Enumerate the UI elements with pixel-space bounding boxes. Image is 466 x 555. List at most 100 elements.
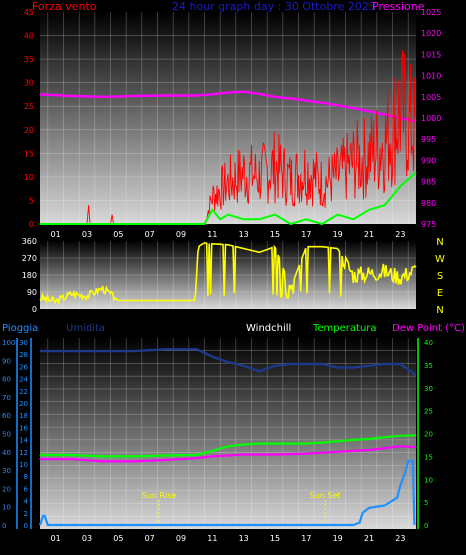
wind-tick-label: 45 bbox=[24, 8, 34, 17]
rain-tick-label: 0 bbox=[24, 522, 28, 530]
temperature-tick-label: 30 bbox=[424, 385, 433, 393]
bottom-x-tick-label: 03 bbox=[82, 534, 92, 543]
rain-tick-label: 6 bbox=[24, 485, 29, 493]
compass-label: N bbox=[436, 237, 443, 248]
wind-x-tick-label: 15 bbox=[270, 230, 280, 239]
humidity-tick-label: 80 bbox=[2, 376, 11, 384]
legend-item: Dew Point (°C) bbox=[392, 323, 465, 334]
compass-label: W bbox=[435, 254, 445, 265]
wind-x-tick-label: 05 bbox=[113, 230, 123, 239]
rain-tick-label: 4 bbox=[24, 498, 29, 506]
wind-tick-label: 20 bbox=[24, 126, 34, 135]
wind-right-axis: 1025 1020 1015 1010 1005 1000 995 990 985 980 975 bbox=[421, 8, 441, 229]
compass-label: E bbox=[437, 288, 443, 299]
bottom-x-tick-label: 21 bbox=[364, 534, 374, 543]
panel-rain-temp-plot bbox=[40, 338, 416, 529]
humidity-tick-label: 90 bbox=[2, 357, 11, 365]
dewpoint-series-line bbox=[40, 445, 417, 463]
wind-x-axis: 01 03 05 07 09 11 13 15 17 19 21 23 bbox=[51, 230, 406, 239]
humidity-tick-label: 100 bbox=[2, 339, 15, 347]
bottom-x-tick-label: 13 bbox=[239, 534, 249, 543]
humidity-tick-label: 40 bbox=[2, 449, 11, 457]
humidity-tick-label: 60 bbox=[2, 412, 11, 420]
wind-average-series-line bbox=[40, 171, 417, 226]
humidity-tick-label: 0 bbox=[2, 522, 6, 530]
rain-tick-label: 14 bbox=[19, 437, 28, 445]
legend-item: Windchill bbox=[246, 323, 291, 334]
direction-tick-label: 180 bbox=[22, 271, 37, 280]
rain-tick-label: 28 bbox=[19, 351, 28, 359]
rain-tick-label: 16 bbox=[19, 424, 28, 432]
left-title: Forza vento bbox=[32, 0, 97, 13]
temperature-tick-label: 25 bbox=[424, 408, 433, 416]
wind-x-tick-label: 03 bbox=[82, 230, 92, 239]
rain-tick-label: 30 bbox=[19, 339, 28, 347]
humidity-series-line bbox=[40, 348, 417, 376]
sun-marker-label: Sun Set bbox=[310, 491, 341, 500]
wind-tick-label: 10 bbox=[24, 173, 34, 182]
wind-x-tick-label: 21 bbox=[364, 230, 374, 239]
pressure-tick-label: 1000 bbox=[421, 114, 441, 123]
sun-marker-label: Sun Rise bbox=[142, 491, 177, 500]
wind-tick-label: 15 bbox=[24, 149, 34, 158]
rain-tick-label: 20 bbox=[19, 400, 28, 408]
right-title: Pressione bbox=[372, 0, 425, 13]
rain-tick-label: 2 bbox=[24, 510, 28, 518]
pressure-tick-label: 985 bbox=[421, 178, 436, 187]
temperature-tick-label: 10 bbox=[424, 476, 433, 484]
bottom-x-axis: 01 03 05 07 09 11 13 15 17 19 21 23 bbox=[51, 534, 406, 543]
pressure-tick-label: 975 bbox=[421, 220, 436, 229]
bottom-x-tick-label: 17 bbox=[301, 534, 311, 543]
wind-x-tick-label: 07 bbox=[145, 230, 155, 239]
wind-left-axis: 45 40 35 30 25 20 15 10 5 0 bbox=[24, 8, 34, 229]
wind-x-tick-label: 19 bbox=[333, 230, 343, 239]
wind-tick-label: 40 bbox=[24, 32, 34, 41]
bottom-x-tick-label: 15 bbox=[270, 534, 280, 543]
wind-x-tick-label: 11 bbox=[207, 230, 217, 239]
wind-x-tick-label: 13 bbox=[239, 230, 249, 239]
series-layer bbox=[38, 49, 417, 527]
rain-tick-label: 12 bbox=[19, 449, 28, 457]
rain-grid bbox=[40, 338, 416, 529]
rain-tick-label: 10 bbox=[19, 461, 28, 469]
wind-tick-label: 30 bbox=[24, 79, 34, 88]
wind-tick-label: 5 bbox=[29, 196, 34, 205]
bottom-x-tick-label: 09 bbox=[176, 534, 186, 543]
direction-tick-label: 0 bbox=[32, 305, 37, 314]
pressure-tick-label: 1015 bbox=[421, 50, 441, 59]
rain-tick-label: 8 bbox=[24, 473, 28, 481]
panel-wind-plot bbox=[40, 12, 416, 224]
legend-item: Temperatura bbox=[312, 323, 377, 334]
center-title: 24 hour graph day : 30 Ottobre 2023 bbox=[172, 0, 376, 13]
pressure-tick-label: 980 bbox=[421, 199, 436, 208]
direction-tick-label: 90 bbox=[27, 288, 37, 297]
humidity-tick-label: 20 bbox=[2, 485, 11, 493]
temperature-tick-label: 5 bbox=[424, 499, 428, 507]
wind-x-tick-label: 09 bbox=[176, 230, 186, 239]
bottom-x-tick-label: 07 bbox=[145, 534, 155, 543]
temperature-tick-label: 35 bbox=[424, 362, 433, 370]
panel-direction-plot bbox=[40, 241, 416, 309]
wind-tick-label: 25 bbox=[24, 102, 34, 111]
wind-x-tick-label: 17 bbox=[301, 230, 311, 239]
temperature-tick-label: 15 bbox=[424, 453, 433, 461]
temperature-axis: 40 35 30 25 20 15 10 5 0 bbox=[417, 338, 433, 530]
wind-tick-label: 35 bbox=[24, 55, 34, 64]
wind-direction-series-line bbox=[39, 242, 417, 305]
pressure-series-line bbox=[39, 90, 417, 123]
temperature-series-line bbox=[40, 434, 417, 458]
pressure-tick-label: 990 bbox=[421, 156, 436, 165]
humidity-tick-label: 10 bbox=[2, 504, 11, 512]
compass-label: S bbox=[437, 271, 443, 282]
humidity-tick-label: 70 bbox=[2, 394, 11, 402]
rain-tick-label: 18 bbox=[19, 412, 28, 420]
compass-label: N bbox=[436, 305, 443, 316]
wind-tick-label: 0 bbox=[29, 220, 34, 229]
legend-item: Pioggia bbox=[2, 323, 38, 334]
pressure-tick-label: 995 bbox=[421, 135, 436, 144]
bottom-x-tick-label: 19 bbox=[333, 534, 343, 543]
legend-item: Umidita bbox=[66, 323, 105, 334]
